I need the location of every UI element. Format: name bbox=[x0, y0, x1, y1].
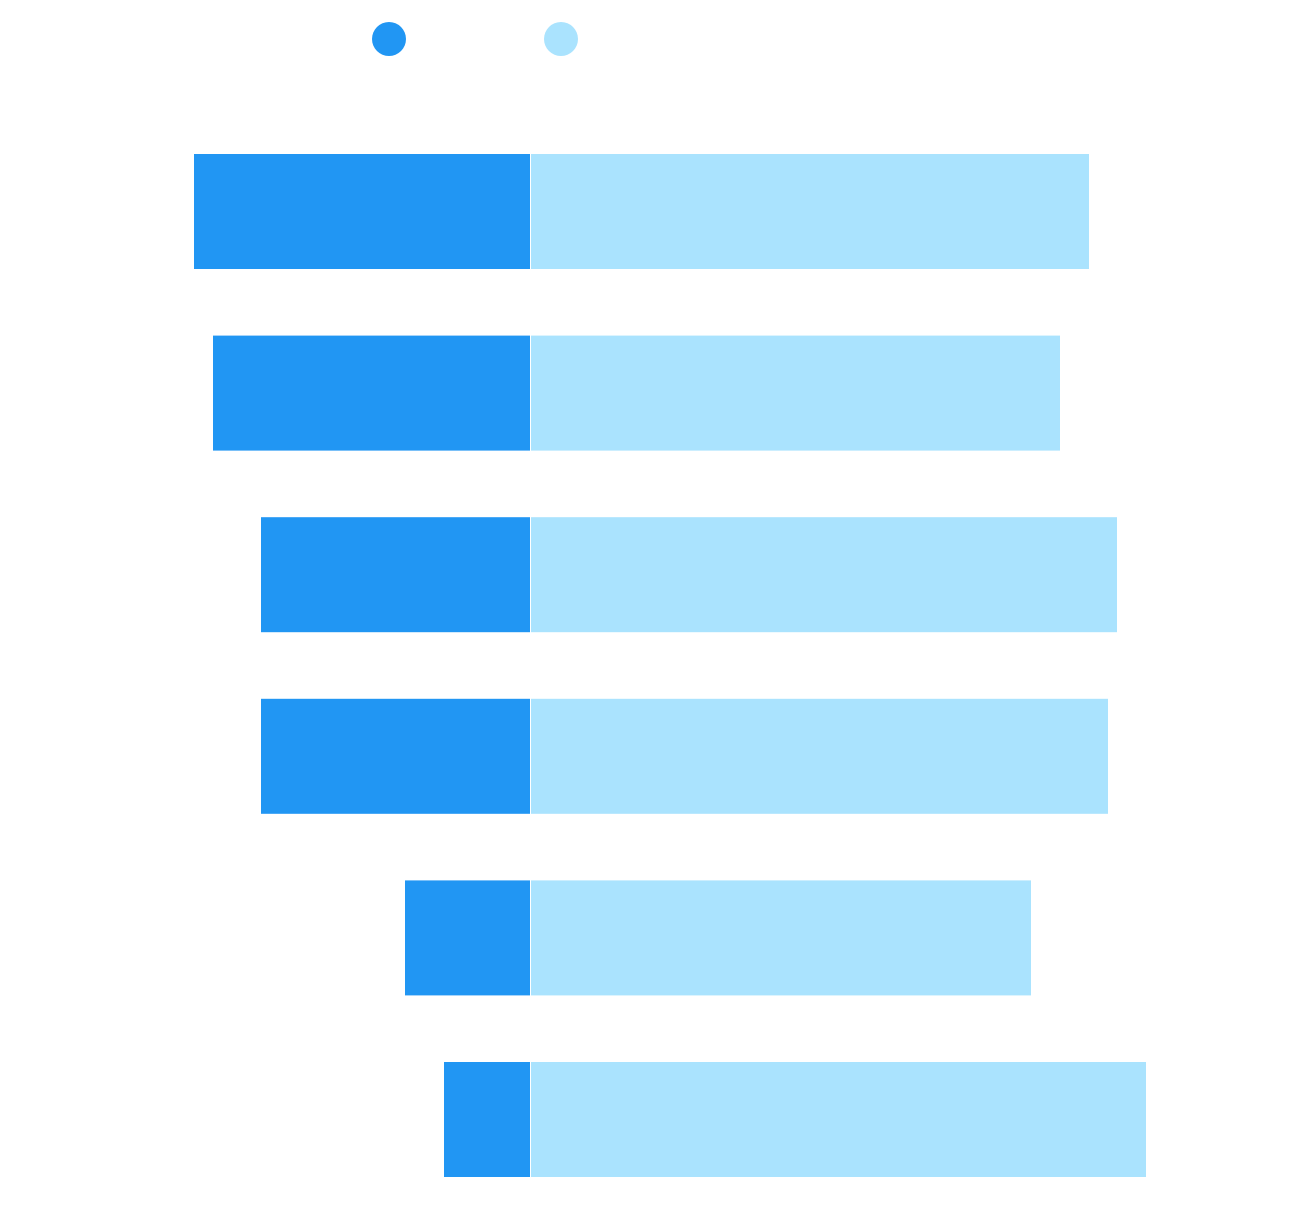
bar bbox=[531, 517, 1117, 633]
legend-marker bbox=[544, 22, 578, 56]
bar bbox=[531, 880, 1031, 996]
bar bbox=[405, 880, 530, 996]
bar bbox=[531, 1062, 1146, 1177]
legend-marker bbox=[372, 22, 406, 56]
bar bbox=[261, 517, 530, 633]
bar bbox=[261, 698, 530, 814]
bar bbox=[194, 154, 530, 269]
bar bbox=[531, 335, 1060, 451]
bar bbox=[531, 698, 1108, 814]
bar bbox=[213, 335, 530, 451]
bar bbox=[444, 1062, 530, 1177]
bar bbox=[531, 154, 1089, 269]
